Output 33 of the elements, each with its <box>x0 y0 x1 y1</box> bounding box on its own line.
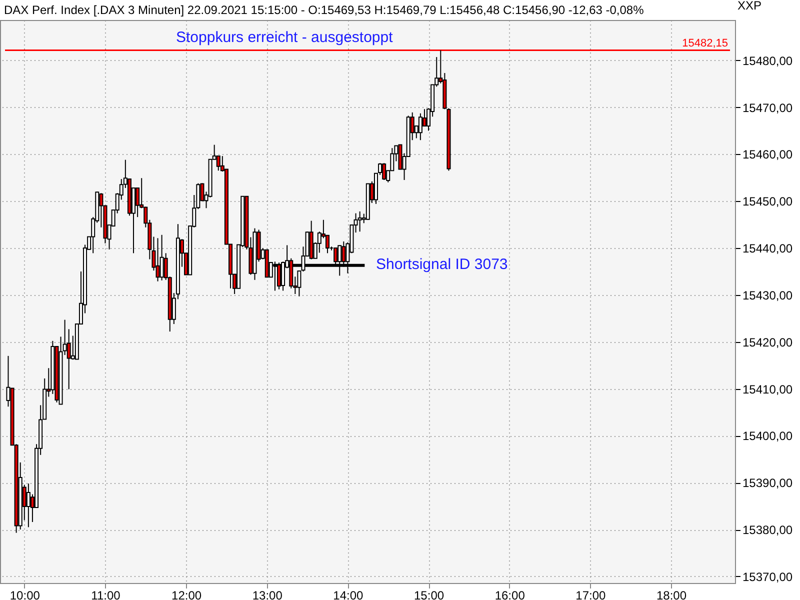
y-tick-label: 15430,00 <box>742 288 793 302</box>
candlestick <box>160 234 164 281</box>
annotation: Shortsignal ID 3073 <box>376 256 508 273</box>
y-axis-title: XXP <box>738 0 762 12</box>
candlestick <box>156 238 160 282</box>
candlestick <box>382 162 386 180</box>
y-tick-label: 15390,00 <box>742 476 793 490</box>
y-tick-label: 15370,00 <box>742 570 793 584</box>
candlestick <box>358 210 362 232</box>
annotation: Stoppkurs erreicht - ausgestoppt <box>176 29 394 46</box>
x-tick-label: 15:00 <box>414 588 444 600</box>
candlestick <box>26 483 30 528</box>
x-tick-label: 14:00 <box>333 588 364 600</box>
y-tick-label: 15470,00 <box>742 100 793 115</box>
x-tick-label: 10:00 <box>10 588 40 600</box>
y-tick-label: 15380,00 <box>742 523 793 538</box>
x-tick-label: 13:00 <box>252 588 283 600</box>
y-tick-label: 15440,00 <box>742 242 793 256</box>
x-tick-label: 16:00 <box>494 588 526 600</box>
candlestick <box>418 112 422 141</box>
y-tick-label: 15460,00 <box>742 148 793 162</box>
candlestick <box>216 156 220 172</box>
y-tick-label: 15450,00 <box>742 194 793 209</box>
y-tick-label: 15480,00 <box>742 54 793 68</box>
y-tick-label: 15420,00 <box>742 335 793 350</box>
y-tick-label: 15410,00 <box>742 382 793 396</box>
x-tick-label: 12:00 <box>172 588 202 600</box>
ref-line-label: 15482,15 <box>682 37 728 50</box>
chart-title: DAX Perf. Index [.DAX 3 Minuten] 22.09.2021 15:15:00 - O:15469,53 H:15469,79 L:15456,48 C:15456,90 -12,63 -0,08% <box>4 3 644 17</box>
x-tick-label: 11:00 <box>91 588 121 600</box>
y-tick-label: 15400,00 <box>742 429 793 444</box>
x-tick-label: 17:00 <box>576 588 606 600</box>
x-tick-label: 18:00 <box>656 588 687 600</box>
